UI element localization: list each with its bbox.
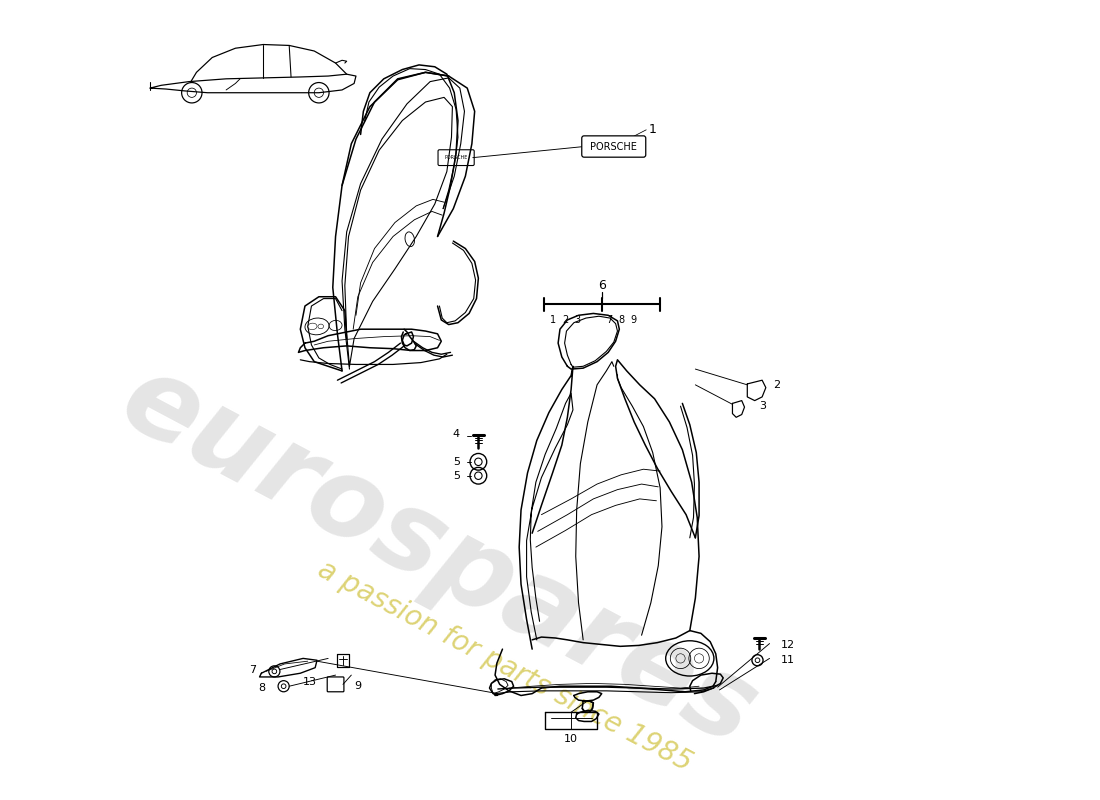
Text: 13: 13 (302, 677, 317, 687)
Text: 6: 6 (598, 279, 606, 292)
Text: 8: 8 (258, 683, 265, 693)
Text: 7: 7 (249, 665, 256, 674)
Text: 11: 11 (781, 655, 794, 666)
Text: 12: 12 (781, 641, 795, 650)
Text: eurospares: eurospares (104, 344, 774, 769)
Text: 9: 9 (630, 315, 637, 326)
Text: 1: 1 (649, 123, 657, 136)
Text: 7: 7 (606, 315, 613, 326)
Text: 2: 2 (562, 315, 569, 326)
Text: a passion for parts since 1985: a passion for parts since 1985 (312, 555, 696, 777)
Text: 8: 8 (618, 315, 625, 326)
Text: 10: 10 (564, 734, 579, 745)
Text: PORSCHE: PORSCHE (591, 142, 637, 151)
Text: PORSCHE: PORSCHE (444, 155, 468, 160)
Text: 3: 3 (574, 315, 581, 326)
Text: 9: 9 (354, 682, 361, 691)
FancyBboxPatch shape (582, 136, 646, 157)
Text: 2: 2 (773, 380, 780, 390)
Text: 3: 3 (759, 401, 767, 411)
Text: 5: 5 (453, 457, 460, 467)
Text: 4: 4 (453, 429, 460, 439)
Text: 5: 5 (453, 470, 460, 481)
Text: 1: 1 (550, 315, 557, 326)
